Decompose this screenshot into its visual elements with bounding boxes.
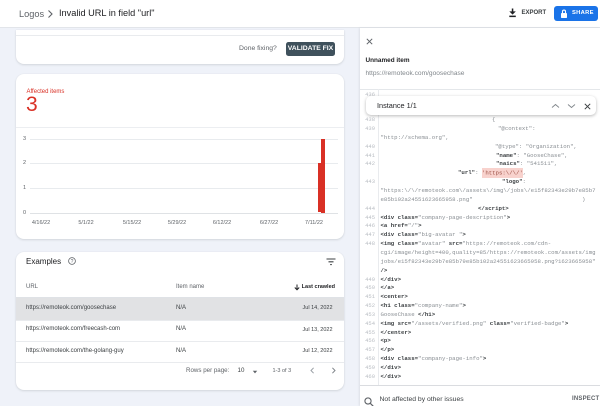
svg-text:?: ? [71, 259, 74, 265]
